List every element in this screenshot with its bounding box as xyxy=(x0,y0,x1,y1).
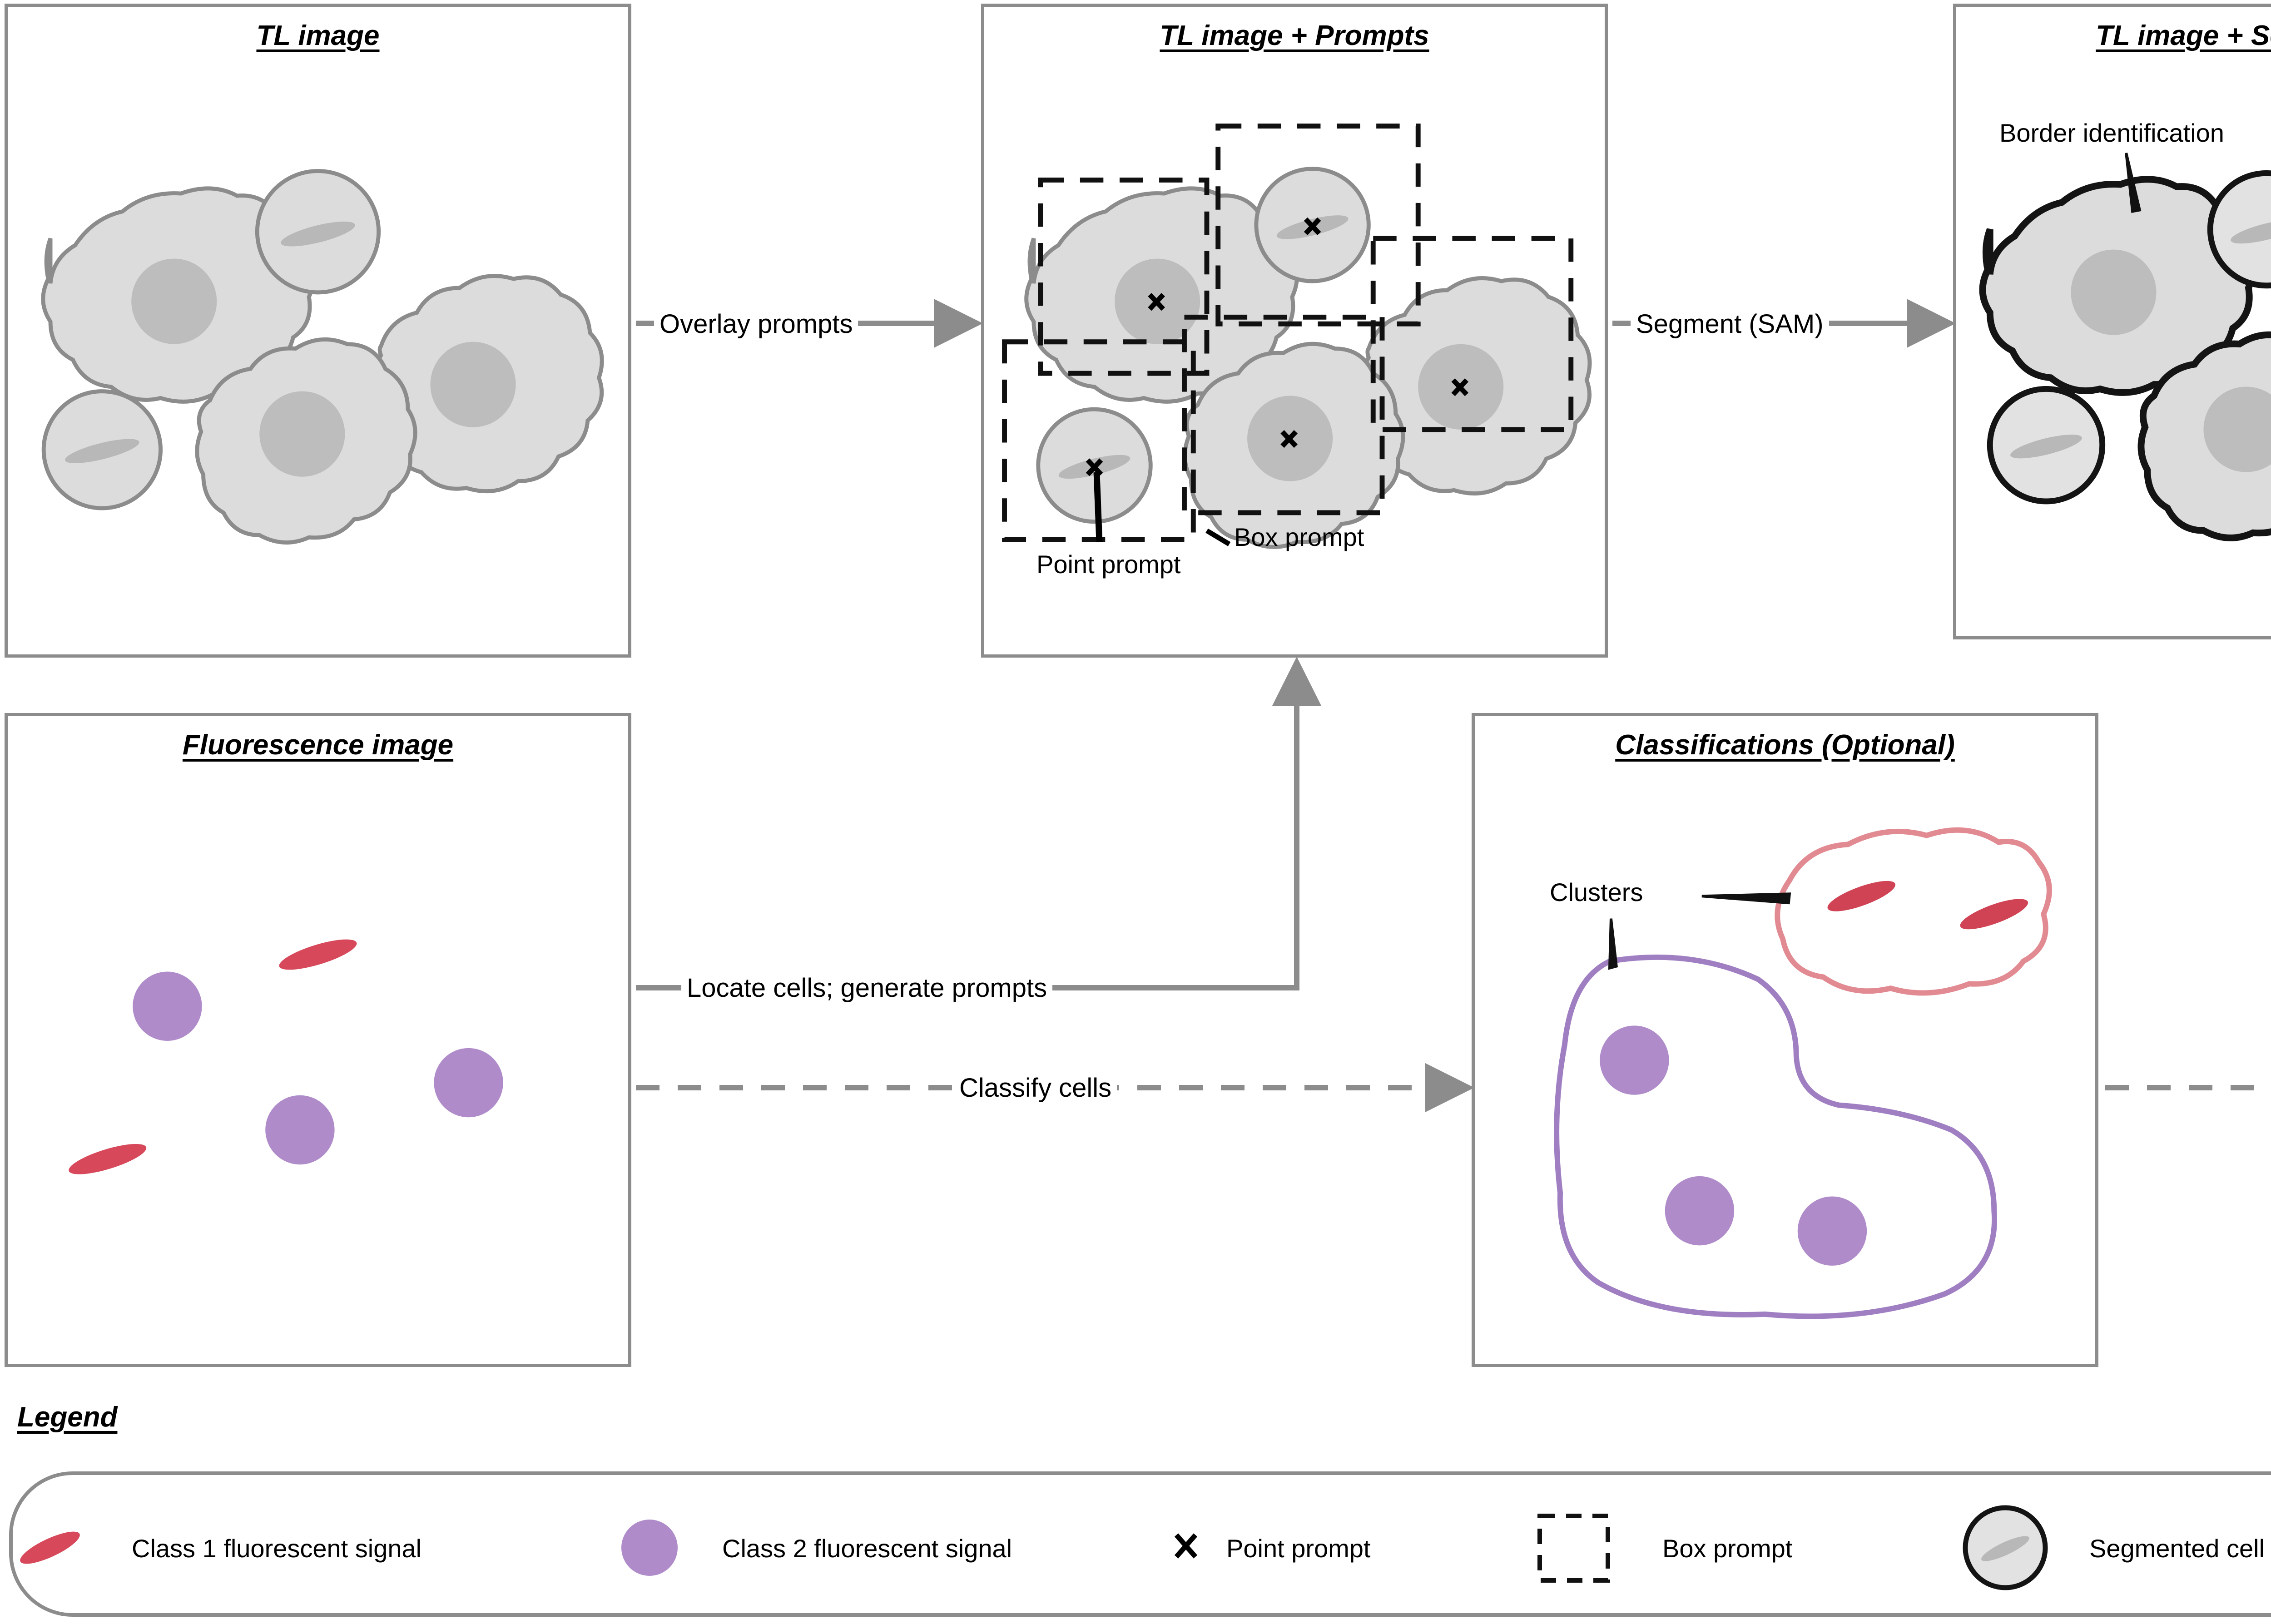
clusters-leader-purple xyxy=(1608,918,1618,970)
tl-image-canvas xyxy=(41,169,604,545)
box-prompt xyxy=(1182,314,1385,515)
legend-box xyxy=(9,1471,2271,1617)
class2-signal xyxy=(434,1048,503,1118)
legend-label-point-prompt: Point prompt xyxy=(1226,1534,1371,1563)
clusters-leader-red xyxy=(1701,892,1791,905)
panel-title: TL image xyxy=(256,20,380,51)
cell-small-1 xyxy=(2207,170,2271,289)
class1-signal-icon xyxy=(20,1531,80,1564)
class1-signal xyxy=(279,939,357,970)
box-prompt-label: Box prompt xyxy=(1234,523,1364,551)
box-prompt xyxy=(1038,177,1210,376)
legend-label-box-prompt: Box prompt xyxy=(1662,1534,1793,1563)
point-prompt-icon xyxy=(1174,1533,1198,1559)
panel-fluorescence-image: Fluorescence image xyxy=(5,713,631,1367)
panel-tl-image-prompts: TL image + Prompts xyxy=(981,4,1608,658)
fluorescence-canvas xyxy=(69,939,503,1174)
flow-label-classify-cells: Classify cells xyxy=(954,1073,1117,1103)
panel-title: TL image + Segmentation xyxy=(2096,20,2271,51)
class2-signal-icon xyxy=(621,1520,678,1576)
point-prompt-icon xyxy=(1086,217,1469,476)
cell-large-1 xyxy=(41,186,316,404)
class2-signal xyxy=(1797,1196,1867,1266)
point-prompt-label: Point prompt xyxy=(1036,550,1181,579)
class2-signal xyxy=(133,971,202,1041)
class2-signal xyxy=(265,1095,335,1165)
panel-title: Fluorescence image xyxy=(182,729,454,761)
panel-tl-image: TL image xyxy=(5,4,631,658)
legend-label-class1: Class 1 fluorescent signal xyxy=(132,1534,422,1563)
panel-title: TL image + Prompts xyxy=(1160,20,1429,51)
segmentation-canvas xyxy=(1979,153,2271,541)
box-prompt xyxy=(1370,236,1574,432)
box-prompt-leader xyxy=(1205,528,1231,546)
flow-label-segment-sam: Segment (SAM) xyxy=(1631,309,1829,339)
cell-large-3 xyxy=(195,337,417,545)
tl-prompts-canvas xyxy=(1002,124,1592,549)
legend-icons-layer xyxy=(20,1505,2048,1590)
arrow-locate-cells xyxy=(636,657,1321,990)
legend-title: Legend xyxy=(17,1401,118,1433)
clusters-label: Clusters xyxy=(1550,878,1643,906)
border-identification-leader xyxy=(2125,153,2142,213)
classifications-canvas xyxy=(1554,827,2052,1319)
flow-label-locate-cells: Locate cells; generate prompts xyxy=(681,973,1053,1003)
cell-small-1 xyxy=(255,169,381,295)
cluster-class1-outline xyxy=(1775,827,2052,996)
panel-classifications: Classifications (Optional) Clusters xyxy=(1472,713,2098,1367)
panel-tl-image-segmentation: TL image + Segmentation Border identific… xyxy=(1953,4,2271,639)
cell-large-3 xyxy=(2137,331,2271,541)
legend-label-segmented-cell: Segmented cell xyxy=(2089,1534,2265,1563)
arrow-overlay-classifications xyxy=(2105,1085,2271,1090)
cell-small-2 xyxy=(1987,386,2106,505)
segmented-cell-icon xyxy=(1963,1505,2048,1590)
class1-signal xyxy=(69,1144,147,1174)
box-prompt-icon xyxy=(1537,1514,1610,1583)
point-prompt-leader xyxy=(1093,472,1103,542)
legend-label-class2: Class 2 fluorescent signal xyxy=(722,1534,1012,1563)
class1-signal xyxy=(1960,899,2028,930)
panel-title: Classifications (Optional) xyxy=(1615,729,1955,761)
flow-label-overlay-prompts: Overlay prompts xyxy=(654,309,858,339)
class2-signal xyxy=(1665,1176,1735,1246)
cell-large-1 xyxy=(1979,176,2257,396)
cluster-class2-outline xyxy=(1554,954,1997,1319)
cell-small-2 xyxy=(41,389,163,510)
class2-signal xyxy=(1600,1025,1669,1095)
class1-signal xyxy=(1827,881,1896,911)
box-prompt xyxy=(1215,124,1421,327)
border-identification-label: Border identification xyxy=(1999,119,2224,147)
